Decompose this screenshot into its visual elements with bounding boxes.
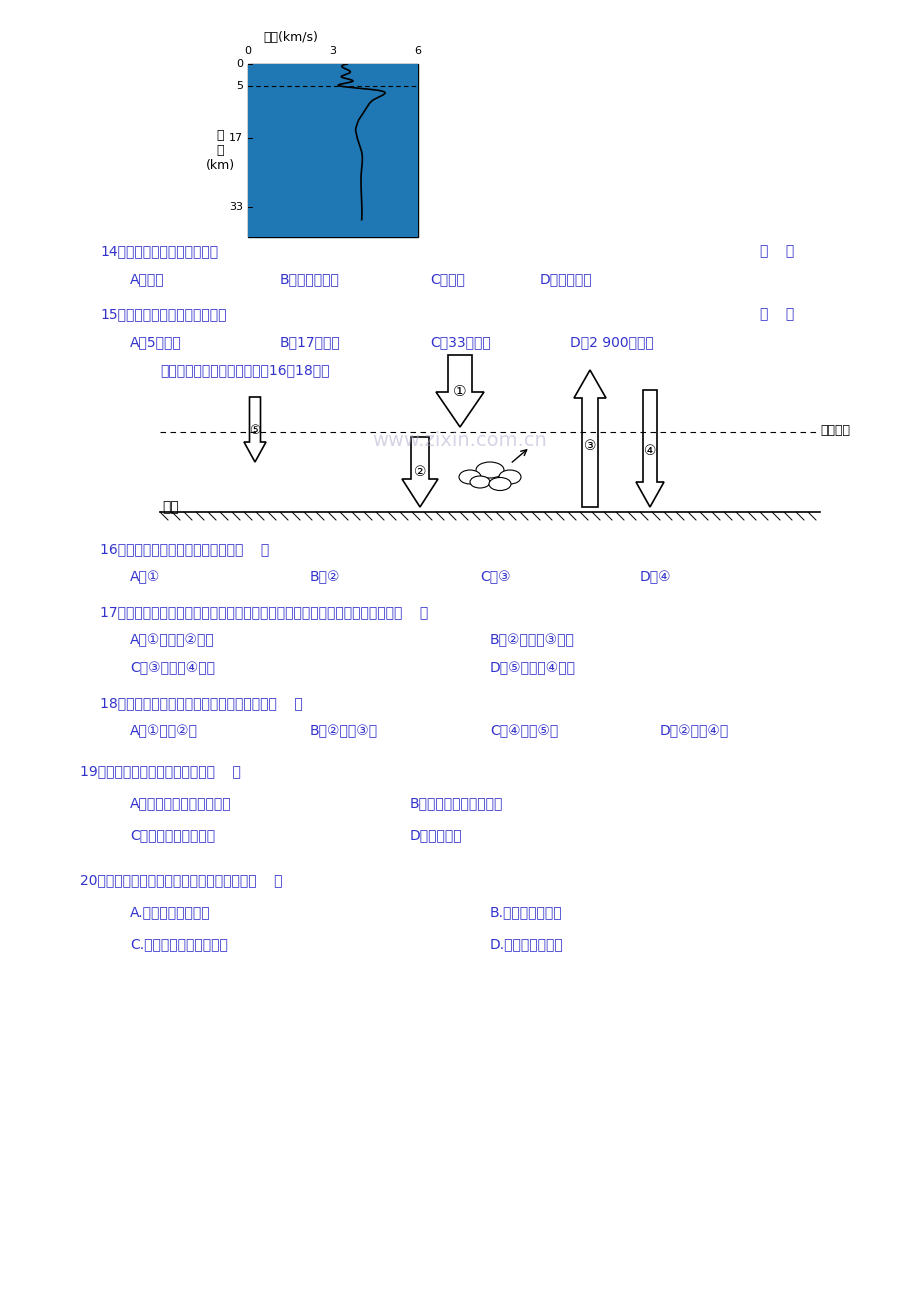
Text: 20、在农田中释放人造烟雾防冻害的原理是（    ）: 20、在农田中释放人造烟雾防冻害的原理是（ ） — [80, 874, 282, 887]
Text: 0: 0 — [244, 46, 251, 56]
Text: D.烟雾能阻挡寒流: D.烟雾能阻挡寒流 — [490, 937, 563, 950]
Text: D．无法判断: D．无法判断 — [539, 272, 592, 286]
Text: ④: ④ — [643, 444, 655, 458]
Polygon shape — [402, 437, 437, 506]
Text: B.能增加地面辐射: B.能增加地面辐射 — [490, 905, 562, 919]
Text: B．17千米处: B．17千米处 — [279, 335, 340, 349]
Text: ①: ① — [453, 384, 466, 398]
Text: D．⑤减弱，④增强: D．⑤减弱，④增强 — [490, 661, 575, 674]
Text: C．33千米处: C．33千米处 — [429, 335, 490, 349]
Text: C．横波: C．横波 — [429, 272, 464, 286]
Text: ⑤: ⑤ — [249, 423, 260, 436]
Text: C．④强，⑤强: C．④强，⑤强 — [490, 724, 558, 738]
Text: 3: 3 — [329, 46, 336, 56]
Text: C．③增强，④增强: C．③增强，④增强 — [130, 661, 215, 674]
Text: 深
度
(km): 深 度 (km) — [205, 129, 234, 172]
Text: A．①: A．① — [130, 570, 160, 585]
Text: C、海陆热力性质差异: C、海陆热力性质差异 — [130, 828, 215, 842]
Polygon shape — [573, 370, 606, 506]
Text: D．②强，④弱: D．②强，④弱 — [659, 724, 729, 738]
Text: D．④: D．④ — [640, 570, 671, 585]
Text: B．②: B．② — [310, 570, 340, 585]
Text: （    ）: （ ） — [759, 307, 793, 322]
Text: 17．引起全球气温升高的主要温室气体是二氧化碳，二氧化碳浓度增大会导致（    ）: 17．引起全球气温升高的主要温室气体是二氧化碳，二氧化碳浓度增大会导致（ ） — [100, 605, 427, 618]
Text: 18．我国西北地区昼夜温差大的主要原因是（    ）: 18．我国西北地区昼夜温差大的主要原因是（ ） — [100, 697, 302, 710]
Polygon shape — [244, 397, 266, 462]
Text: 5: 5 — [236, 81, 243, 91]
Text: 读大气热量交换过程图，回答16～18题。: 读大气热量交换过程图，回答16～18题。 — [160, 363, 329, 378]
Text: 速度(km/s): 速度(km/s) — [263, 31, 318, 44]
Ellipse shape — [475, 462, 504, 478]
Text: A．5千米处: A．5千米处 — [130, 335, 182, 349]
Polygon shape — [635, 391, 664, 506]
Text: A.使大气逆辐射增强: A.使大气逆辐射增强 — [130, 905, 210, 919]
Text: 15．该地莫霍界面大约位于地下: 15．该地莫霍界面大约位于地下 — [100, 307, 226, 322]
Text: C.烟雾温度比空气温度高: C.烟雾温度比空气温度高 — [130, 937, 228, 950]
Text: A．纵波: A．纵波 — [130, 272, 165, 286]
Ellipse shape — [498, 470, 520, 484]
Text: B．纵波和横波: B．纵波和横波 — [279, 272, 339, 286]
Text: 14．图中曲线表示的地震波是: 14．图中曲线表示的地震波是 — [100, 243, 218, 258]
Text: ②: ② — [414, 465, 425, 479]
Polygon shape — [436, 355, 483, 427]
Ellipse shape — [459, 470, 481, 484]
Text: www.zixin.com.cn: www.zixin.com.cn — [372, 431, 547, 449]
Text: D．2 900千米处: D．2 900千米处 — [570, 335, 653, 349]
Text: 19、引起大气运动的根本原因是（    ）: 19、引起大气运动的根本原因是（ ） — [80, 764, 241, 779]
Text: B．②强，③弱: B．②强，③弱 — [310, 724, 378, 738]
Text: ③: ③ — [584, 439, 596, 453]
Text: 地面: 地面 — [162, 500, 178, 514]
Text: D、气压差异: D、气压差异 — [410, 828, 462, 842]
Text: 6: 6 — [414, 46, 421, 56]
Text: A、高空和地面温度的差异: A、高空和地面温度的差异 — [130, 796, 232, 810]
Text: 0: 0 — [236, 59, 243, 69]
Text: B．②减弱，③减弱: B．②减弱，③减弱 — [490, 633, 574, 647]
Text: A．①增强，②增强: A．①增强，②增强 — [130, 633, 214, 647]
Text: 17: 17 — [229, 133, 243, 142]
Bar — [248, 64, 417, 237]
Text: 33: 33 — [229, 202, 243, 212]
Text: （    ）: （ ） — [759, 243, 793, 258]
Text: 大气上界: 大气上界 — [819, 424, 849, 437]
Text: A．①强，②强: A．①强，②强 — [130, 724, 198, 738]
Ellipse shape — [489, 478, 510, 491]
Ellipse shape — [470, 477, 490, 488]
Bar — [248, 64, 417, 237]
Text: 16．图中序号代表大气逆辐射的是（    ）: 16．图中序号代表大气逆辐射的是（ ） — [100, 542, 269, 556]
Text: B、高低纬间的热量差异: B、高低纬间的热量差异 — [410, 796, 503, 810]
Text: C．③: C．③ — [480, 570, 510, 585]
